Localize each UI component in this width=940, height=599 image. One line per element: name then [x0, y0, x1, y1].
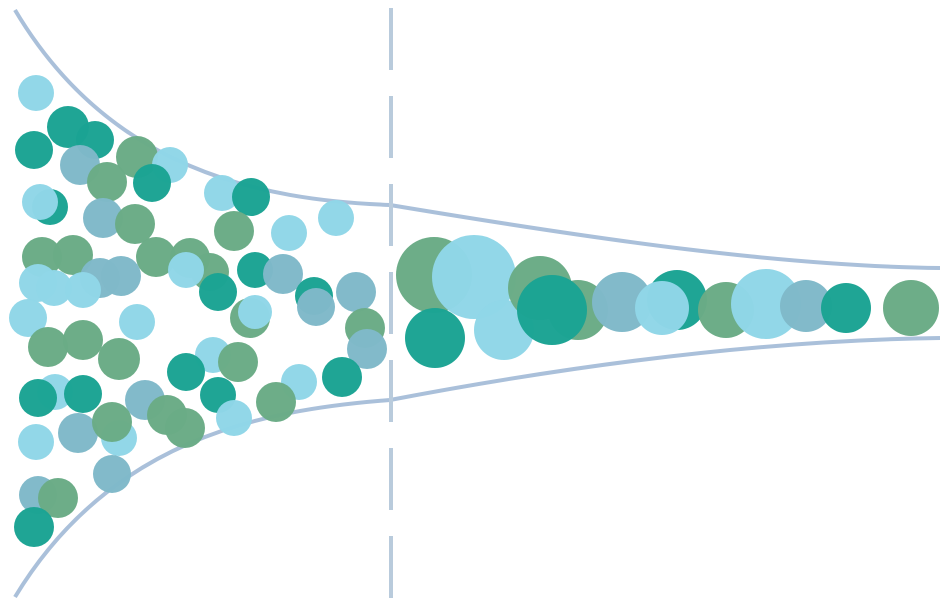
circle [101, 256, 141, 296]
circle [65, 272, 101, 308]
circle [14, 507, 54, 547]
circle [58, 413, 98, 453]
circle [28, 327, 68, 367]
circle [780, 280, 832, 332]
circle [19, 379, 57, 417]
circle [18, 424, 54, 460]
circle [119, 304, 155, 340]
circle [883, 280, 939, 336]
circle [38, 478, 78, 518]
funnel-bottom-curve [13, 336, 940, 599]
circle [9, 299, 47, 337]
circle [322, 357, 362, 397]
circle [115, 204, 155, 244]
circle [165, 408, 205, 448]
circle [87, 162, 127, 202]
circle [36, 270, 72, 306]
circle [136, 237, 176, 277]
circle [432, 235, 516, 319]
circle [92, 402, 132, 442]
circle [22, 184, 58, 220]
circle [232, 178, 270, 216]
circle [168, 252, 204, 288]
circle [214, 211, 254, 251]
circle [336, 272, 376, 312]
circle [83, 198, 123, 238]
circle [93, 455, 131, 493]
circle [204, 175, 240, 211]
circle [15, 131, 53, 169]
circle [218, 342, 258, 382]
circle [821, 283, 871, 333]
circle-group [9, 75, 939, 547]
circle [199, 273, 237, 311]
circle [263, 254, 303, 294]
circle [98, 338, 140, 380]
circle [297, 288, 335, 326]
circle [405, 308, 465, 368]
circle [271, 215, 307, 251]
circle [63, 320, 103, 360]
circle [256, 382, 296, 422]
circle [133, 164, 171, 202]
circle [18, 75, 54, 111]
circle [238, 295, 272, 329]
circle [347, 329, 387, 369]
circle [53, 235, 93, 275]
circle [731, 269, 801, 339]
circle [635, 281, 689, 335]
circle [517, 275, 587, 345]
circle [318, 200, 354, 236]
circle [216, 400, 252, 436]
circle [167, 353, 205, 391]
circle [64, 375, 102, 413]
